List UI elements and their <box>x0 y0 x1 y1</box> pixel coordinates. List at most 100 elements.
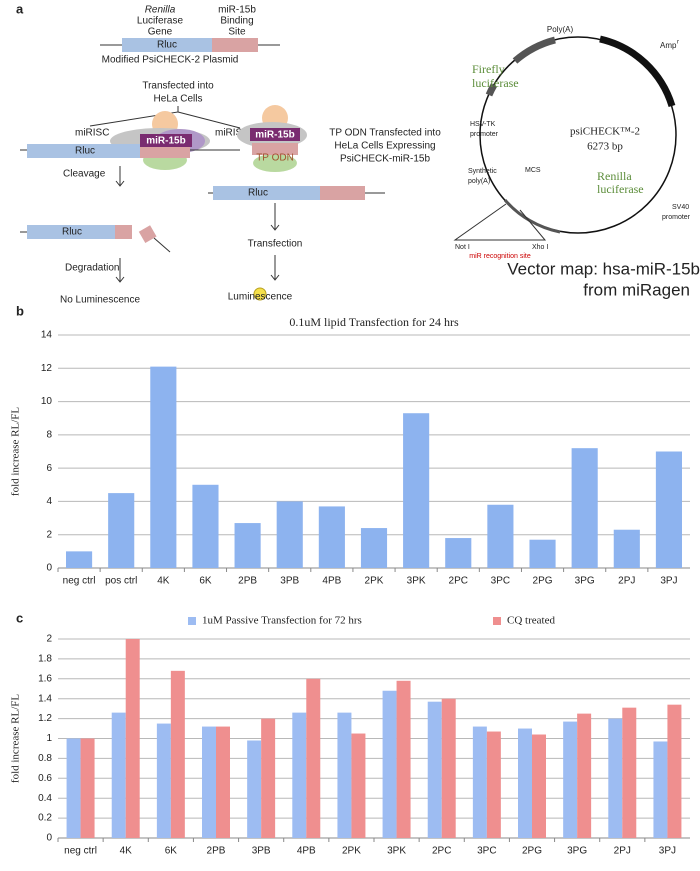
bar <box>276 501 303 568</box>
y-axis-label: fold increase RL/FL <box>10 407 22 496</box>
y-tick-label: 2 <box>46 634 52 645</box>
shape <box>253 154 297 172</box>
bar <box>472 726 487 838</box>
bar <box>66 738 81 838</box>
x-tick-label: 2PC <box>449 576 468 587</box>
text: PsiCHECK-miR-15b <box>340 154 430 165</box>
x-tick-label: 2PK <box>365 576 384 587</box>
y-tick-label: 1.6 <box>38 673 52 684</box>
bar <box>396 680 411 838</box>
text: Vector map: hsa-miR-15b <box>507 259 700 278</box>
bar <box>108 493 135 568</box>
bar <box>170 670 185 838</box>
bar <box>192 484 219 568</box>
text: Transfected into <box>142 81 214 92</box>
segment <box>485 83 498 97</box>
bar <box>427 701 442 838</box>
chart-title: 0.1uM lipid Transfection for 24 hrs <box>289 315 459 329</box>
bar <box>532 734 546 838</box>
bar <box>80 738 95 838</box>
text: psiCHECK™-2 <box>570 126 640 138</box>
text: HSV-TK <box>470 121 496 128</box>
text: Site <box>228 27 246 38</box>
bar <box>445 538 472 568</box>
arrow <box>89 106 241 129</box>
text: Luciferase <box>137 16 184 27</box>
text: MCS <box>525 167 541 174</box>
bar <box>613 529 640 568</box>
text: Binding <box>220 16 253 27</box>
text: from miRagen <box>583 280 690 299</box>
x-tick-label: 4PB <box>322 576 341 587</box>
text: r <box>677 40 679 46</box>
x-tick-label: 2PG <box>533 576 553 587</box>
x-tick-label: 3PG <box>575 576 595 587</box>
mir-box <box>140 134 192 147</box>
x-tick-label: neg ctrl <box>64 846 97 857</box>
bar <box>247 740 262 838</box>
y-tick-label: 14 <box>41 330 53 341</box>
segment <box>512 36 556 64</box>
text: miR recognition site <box>469 253 531 260</box>
text: SV40 <box>672 204 689 211</box>
text: miR-15b <box>146 136 185 147</box>
y-tick-label: 0 <box>46 563 52 574</box>
x-tick-label: 3PC <box>477 846 496 857</box>
y-tick-label: 12 <box>41 363 53 374</box>
bar <box>487 504 514 568</box>
x-tick-label: 3PB <box>280 576 299 587</box>
bar <box>655 451 682 568</box>
text: Luminescence <box>228 292 293 303</box>
fragment <box>138 225 157 244</box>
text: Gene <box>148 27 173 38</box>
site-box <box>320 186 365 200</box>
y-axis-label: fold increase RL/FL <box>10 694 22 783</box>
text: Modified PsiCHECK-2 Plasmid <box>102 55 239 66</box>
text: Rluc <box>157 40 177 51</box>
text: poly(A) <box>468 178 490 185</box>
text: miR-15b <box>218 5 256 16</box>
segment <box>503 199 561 234</box>
bar <box>571 448 598 568</box>
text: miRISC <box>215 128 249 139</box>
bar <box>234 523 261 568</box>
y-tick-label: 0.2 <box>38 813 52 824</box>
dna <box>153 237 171 253</box>
bar <box>608 718 623 838</box>
y-tick-label: 1.2 <box>38 713 52 724</box>
text: TP ODN Transfected into <box>329 128 441 139</box>
text: Rluc <box>75 146 95 157</box>
bar <box>360 528 388 568</box>
legend-swatch <box>188 617 196 625</box>
text: No Luminescence <box>60 295 140 306</box>
x-tick-label: 2PB <box>238 576 257 587</box>
y-tick-label: 1 <box>46 733 52 744</box>
legend-label: CQ treated <box>507 615 555 627</box>
site-box <box>115 225 132 239</box>
x-tick-label: 3PK <box>387 846 406 857</box>
y-tick-label: 0.6 <box>38 773 52 784</box>
x-tick-label: 6K <box>199 576 212 587</box>
y-tick-label: 8 <box>46 429 52 440</box>
text: HeLa Cells <box>154 94 203 105</box>
text: Rluc <box>248 188 268 199</box>
bar <box>150 366 177 568</box>
x-tick-label: 3PJ <box>660 576 677 587</box>
rluc-box <box>213 186 320 200</box>
arrow <box>115 166 125 187</box>
bar <box>318 506 345 568</box>
y-tick-label: 1.4 <box>38 693 52 704</box>
panel-label: c <box>16 610 23 625</box>
y-tick-label: 0 <box>46 833 52 844</box>
y-tick-label: 2 <box>46 529 52 540</box>
text: Renilla <box>597 169 632 183</box>
mir-box <box>250 128 300 141</box>
y-tick-label: 0.8 <box>38 753 52 764</box>
site-box <box>140 144 190 158</box>
bar <box>441 698 456 838</box>
rluc-box <box>27 225 115 239</box>
bar <box>111 712 126 838</box>
x-tick-label: 4K <box>120 846 133 857</box>
bar <box>261 718 276 838</box>
